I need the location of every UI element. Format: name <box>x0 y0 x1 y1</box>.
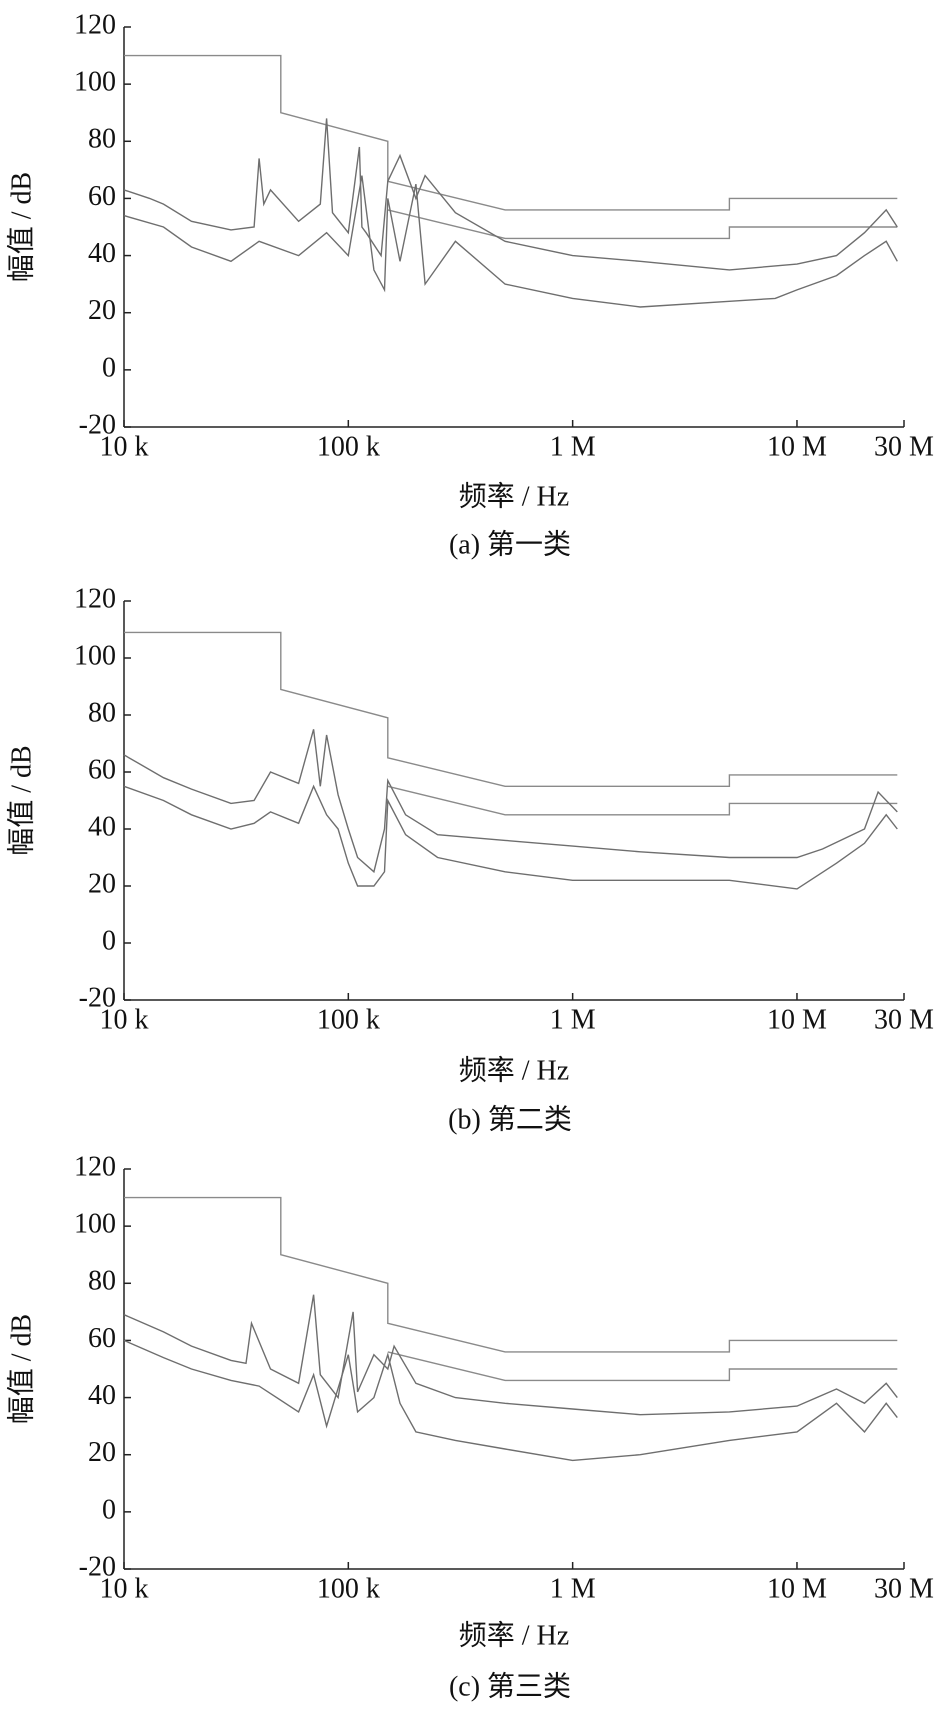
data-line <box>123 1294 898 1416</box>
data-line <box>123 175 898 308</box>
x-tick-label: 30 M <box>874 1004 934 1035</box>
y-tick-label: 20 <box>88 868 116 899</box>
x-tick-label: 30 M <box>874 1573 934 1604</box>
caption: (a) 第一类 <box>449 528 571 560</box>
data-line <box>123 118 898 271</box>
data-line <box>123 1339 898 1462</box>
x-tick-label: 30 M <box>874 431 934 462</box>
y-tick-label: 0 <box>102 1494 116 1525</box>
y-tick-label: 40 <box>88 1380 116 1411</box>
y-tick-label: -20 <box>79 982 116 1013</box>
y-tick-label: 40 <box>88 811 116 842</box>
x-tick-label: 10 k <box>100 1573 149 1604</box>
y-tick-label: 60 <box>88 181 116 212</box>
y-tick-label: 60 <box>88 1323 116 1354</box>
x-tick-label: 10 M <box>767 1573 827 1604</box>
x-axis-label: 频率 / Hz <box>459 480 569 512</box>
y-tick-label: 40 <box>88 238 116 269</box>
y-tick-label: -20 <box>79 409 116 440</box>
caption: (c) 第三类 <box>449 1670 571 1702</box>
data-line <box>123 784 898 890</box>
x-tick-label: 100 k <box>317 1573 380 1604</box>
y-tick-label: 80 <box>88 1266 116 1297</box>
y-tick-label: 120 <box>74 9 116 40</box>
data-line <box>387 785 898 816</box>
data-line <box>124 1196 898 1353</box>
y-tick-label: 0 <box>102 925 116 956</box>
data-line <box>387 1351 898 1382</box>
x-tick-label: 100 k <box>317 431 380 462</box>
x-tick-label: 1 M <box>550 1004 596 1035</box>
x-tick-label: 10 k <box>100 1004 149 1035</box>
caption: (b) 第二类 <box>448 1103 572 1135</box>
y-axis-label: 幅值 / dB <box>5 745 37 855</box>
x-axis-label: 频率 / Hz <box>459 1619 569 1651</box>
data-line <box>387 209 898 240</box>
x-tick-label: 10 k <box>100 431 149 462</box>
y-tick-label: 80 <box>88 124 116 155</box>
data-line <box>123 729 898 874</box>
y-tick-label: 120 <box>74 1151 116 1182</box>
y-tick-label: 120 <box>74 583 116 614</box>
x-axis-label: 频率 / Hz <box>459 1054 569 1086</box>
y-tick-label: 20 <box>88 1437 116 1468</box>
x-tick-label: 10 M <box>767 1004 827 1035</box>
y-tick-label: 100 <box>74 67 116 98</box>
data-line <box>124 631 898 787</box>
x-tick-label: 1 M <box>550 431 596 462</box>
y-tick-label: 100 <box>74 640 116 671</box>
y-tick-label: 0 <box>102 352 116 383</box>
y-axis-label: 幅值 / dB <box>5 1314 37 1424</box>
y-tick-label: -20 <box>79 1551 116 1582</box>
x-tick-label: 1 M <box>550 1573 596 1604</box>
y-axis-label: 幅值 / dB <box>5 172 37 282</box>
y-tick-label: 60 <box>88 754 116 785</box>
data-line <box>124 54 898 211</box>
y-tick-label: 20 <box>88 295 116 326</box>
x-tick-label: 10 M <box>767 431 827 462</box>
y-tick-label: 80 <box>88 697 116 728</box>
x-tick-label: 100 k <box>317 1004 380 1035</box>
y-tick-label: 100 <box>74 1209 116 1240</box>
